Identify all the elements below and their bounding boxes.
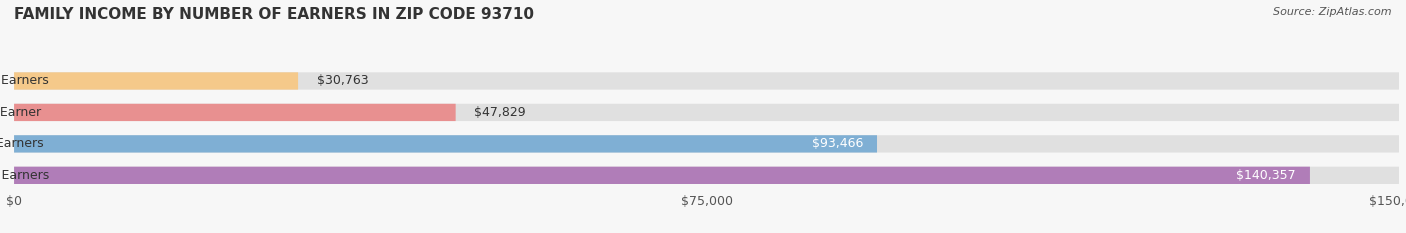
FancyBboxPatch shape [14, 72, 298, 90]
FancyBboxPatch shape [14, 167, 1399, 184]
FancyBboxPatch shape [14, 104, 456, 121]
Text: $47,829: $47,829 [474, 106, 526, 119]
Text: $30,763: $30,763 [316, 75, 368, 87]
Text: $140,357: $140,357 [1236, 169, 1296, 182]
Text: Source: ZipAtlas.com: Source: ZipAtlas.com [1274, 7, 1392, 17]
FancyBboxPatch shape [14, 135, 1399, 153]
Text: 2 Earners: 2 Earners [0, 137, 44, 150]
FancyBboxPatch shape [14, 104, 1399, 121]
FancyBboxPatch shape [14, 72, 1399, 90]
FancyBboxPatch shape [14, 135, 877, 153]
Text: $93,466: $93,466 [811, 137, 863, 150]
Text: No Earners: No Earners [0, 75, 48, 87]
FancyBboxPatch shape [14, 167, 1310, 184]
Text: FAMILY INCOME BY NUMBER OF EARNERS IN ZIP CODE 93710: FAMILY INCOME BY NUMBER OF EARNERS IN ZI… [14, 7, 534, 22]
Text: 3+ Earners: 3+ Earners [0, 169, 49, 182]
Text: 1 Earner: 1 Earner [0, 106, 41, 119]
